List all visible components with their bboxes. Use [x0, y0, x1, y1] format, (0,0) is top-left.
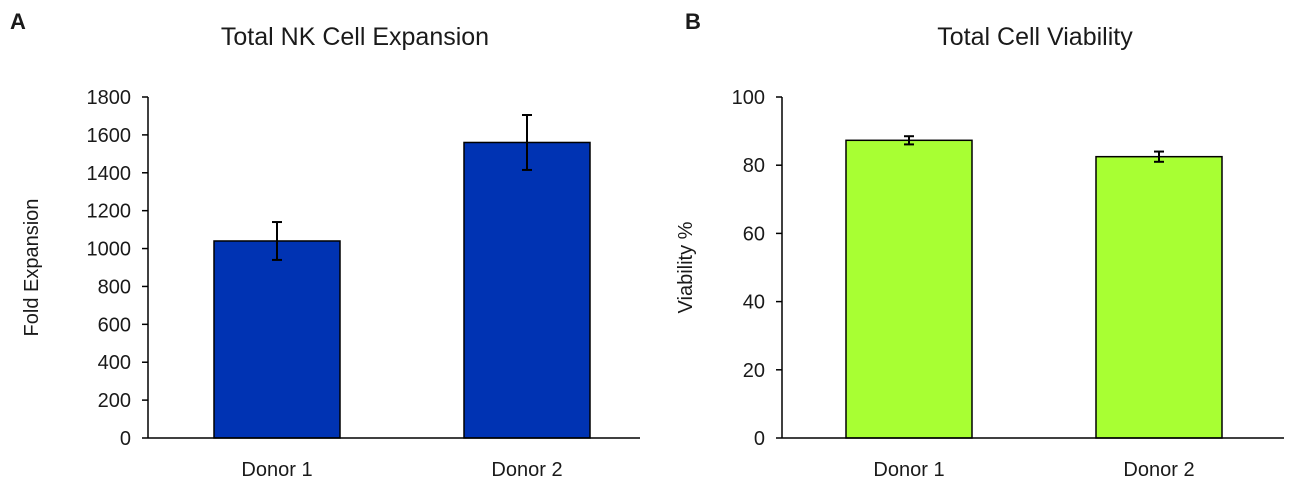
y-tick-label: 80 — [743, 155, 765, 177]
y-tick-label: 400 — [98, 352, 131, 374]
chart-panel-a: A Total NK Cell Expansion Fold Expansion Do… — [10, 9, 640, 481]
bar-donor-1 — [845, 139, 973, 439]
y-tick-label: 1600 — [87, 125, 132, 147]
panel-label: A — [10, 9, 26, 34]
bar-donor-2 — [463, 141, 591, 439]
panel-label: B — [685, 9, 701, 34]
x-tick-label: Donor 1 — [241, 459, 312, 481]
bar-donor-1 — [213, 240, 341, 439]
y-tick-label: 1000 — [87, 239, 132, 261]
bar-donor-2 — [1095, 155, 1223, 439]
y-tick-label: 1200 — [87, 201, 132, 223]
chart-title: Total Cell Viability — [937, 23, 1133, 51]
y-tick-label: 1400 — [87, 163, 132, 185]
y-axis-label: Fold Expansion — [21, 199, 43, 337]
y-tick-label: 1800 — [87, 87, 132, 109]
y-tick-label: 0 — [754, 428, 765, 450]
chart-panel-b: B Total Cell Viability Viability % Donor 1 D… — [675, 9, 1284, 481]
y-tick-label: 800 — [98, 276, 131, 298]
y-tick-label: 60 — [743, 223, 765, 245]
y-tick-label: 0 — [120, 428, 131, 450]
x-tick-label: Donor 1 — [873, 459, 944, 481]
y-tick-label: 600 — [98, 314, 131, 336]
chart-title: Total NK Cell Expansion — [221, 23, 489, 51]
x-tick-label: Donor 2 — [1123, 459, 1194, 481]
y-tick-label: 20 — [743, 360, 765, 382]
y-tick-label: 200 — [98, 390, 131, 412]
y-tick-label: 100 — [732, 87, 765, 109]
y-axis-label: Viability % — [675, 221, 697, 313]
x-tick-label: Donor 2 — [491, 459, 562, 481]
y-tick-label: 40 — [743, 292, 765, 314]
